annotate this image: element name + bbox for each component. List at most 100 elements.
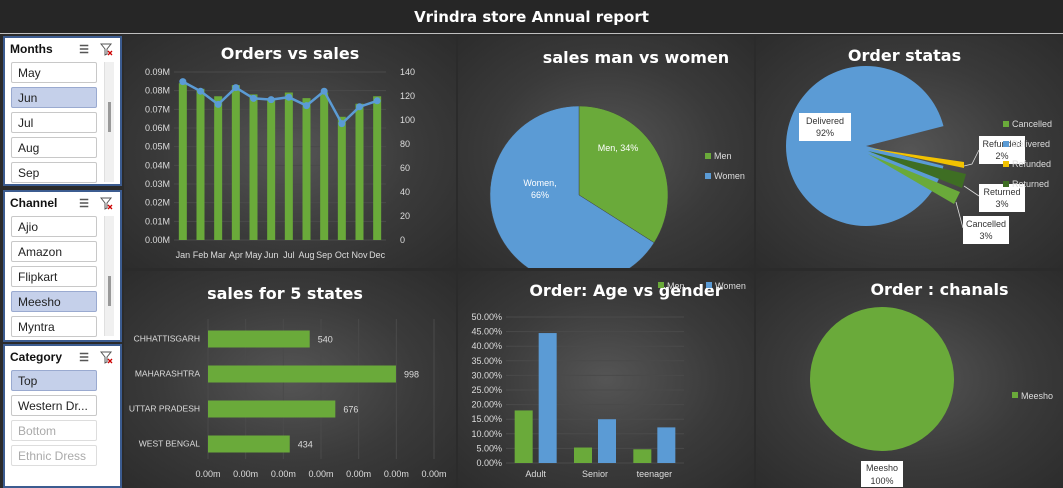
slicer-item-bottom[interactable]: Bottom [11, 420, 97, 441]
slicer-item-top[interactable]: Top [11, 370, 97, 391]
state-bar [208, 435, 290, 453]
data-label-box [963, 216, 1009, 244]
x-tick-label: 0.00m [308, 469, 333, 479]
order-channels-plot: Meesho 100% Meesho [810, 307, 1053, 487]
legend-swatch [705, 173, 711, 179]
pie-slice-cancelled [868, 154, 960, 204]
x-tick-label: Nov [351, 250, 368, 260]
x-tick-label: 0.00m [384, 469, 409, 479]
pie-slice-refunded [868, 148, 964, 168]
leader-line [963, 185, 980, 197]
slicer-item-aug[interactable]: Aug [11, 137, 97, 158]
leader-line [955, 201, 964, 229]
category-slicer: Category ☰ Top Western Dr... Bottom Ethnic … [3, 344, 122, 488]
slicer-item-jul[interactable]: Jul [11, 112, 97, 133]
slicer-item-jun[interactable]: Jun [11, 87, 97, 108]
orders-vs-sales-chart[interactable]: Orders vs sales 0.00M 0.01M 0.02M 0.03M 0.04… [124, 36, 456, 268]
x-tick-label: Sep [316, 250, 332, 260]
slicer-item-myntra[interactable]: Myntra [11, 316, 97, 337]
age-gender-bar [657, 427, 676, 463]
x-tick-label: teenager [637, 469, 673, 479]
report-title: Vrindra store Annual report [0, 0, 1063, 34]
legend-label: Cancelled [1012, 119, 1052, 129]
category-slicer-title: Category [10, 350, 63, 364]
data-label-box [861, 461, 903, 487]
slicer-item-western-dr[interactable]: Western Dr... [11, 395, 97, 416]
y-tick-label: 5.00% [476, 443, 502, 453]
x-tick-label: Oct [335, 250, 350, 260]
y-tick-label: 0.05M [145, 142, 170, 152]
legend-swatch [1003, 121, 1009, 127]
chart-title: sales man vs women [542, 48, 730, 67]
y-tick-label: 10.00% [471, 429, 502, 439]
sales-bar [214, 96, 223, 240]
legend-label: Men [714, 151, 732, 161]
multi-select-icon[interactable]: ☰ [79, 43, 89, 56]
data-label: Cancelled [966, 219, 1006, 229]
orders-point [356, 103, 363, 111]
order-channels-chart[interactable]: Order : chanals Meesho 100% Meesho [756, 271, 1063, 488]
data-label: 92% [816, 128, 834, 138]
pie-slice-returned [868, 151, 966, 188]
sales-bar [284, 92, 293, 241]
x-tick-label: Apr [229, 250, 243, 260]
age-vs-gender-chart[interactable]: Order: Age vs gender 0.00% 5.00% 10.00% 15.… [458, 271, 754, 488]
order-status-plot: Delivered 92% Refunded 2% Returned 3% Cancelle… [786, 65, 1052, 244]
order-status-chart[interactable]: Order statas Delivered 92% Refunded 2% Retur… [756, 36, 1063, 268]
data-label-box [799, 113, 851, 141]
clear-filter-icon[interactable] [98, 195, 114, 211]
orders-point [214, 100, 222, 108]
y-tick-label: 0.00M [145, 235, 170, 245]
slice-label: Women, [523, 178, 556, 188]
slicer-item-ajio[interactable]: Ajio [11, 216, 97, 237]
slicer-item-meesho[interactable]: Meesho [11, 291, 97, 312]
y-tick-label: 20.00% [471, 400, 502, 410]
clear-filter-icon[interactable] [98, 349, 114, 365]
slicer-item-flipkart[interactable]: Flipkart [11, 266, 97, 287]
age-gender-bar [574, 447, 592, 463]
age-gender-bar [633, 449, 652, 463]
y-tick-label: 35.00% [471, 356, 502, 366]
chart-title: Order: Age vs gender [529, 281, 723, 300]
channel-slicer-title: Channel [10, 196, 58, 210]
legend-swatch [1003, 181, 1009, 187]
y-tick-label: 25.00% [471, 385, 502, 395]
slice-label: 66% [531, 190, 549, 200]
slicer-item-may[interactable]: May [11, 62, 97, 83]
orders-line [182, 80, 378, 126]
y-tick-label: 0.03M [145, 179, 170, 189]
chart-title: Order : chanals [870, 280, 1009, 299]
pie-slice-meesho [810, 307, 954, 451]
legend-swatch [705, 153, 711, 159]
slicer-scrollbar[interactable] [104, 62, 114, 182]
data-label: Refunded [982, 139, 1021, 149]
chart-title: Orders vs sales [220, 44, 360, 63]
x-tick-label: Aug [298, 250, 314, 260]
sales-bar [231, 85, 240, 240]
y2-tick-label: 0 [400, 235, 405, 245]
sales-bar [320, 92, 329, 241]
y-tick-label: 0.02M [145, 198, 170, 208]
clear-filter-icon[interactable] [98, 41, 114, 57]
x-tick-label: Mar [210, 250, 226, 260]
x-tick-label: 0.00m [195, 469, 220, 479]
sales-men-women-chart[interactable]: sales man vs women Men, 34% Women, 66% Men W… [458, 36, 754, 268]
age-gender-bar [598, 419, 616, 463]
y2-tick-label: 80 [400, 139, 410, 149]
slicer-item-amazon[interactable]: Amazon [11, 241, 97, 262]
multi-select-icon[interactable]: ☰ [79, 197, 89, 210]
y-tick-label: 0.06M [145, 123, 170, 133]
sales-bar [249, 94, 258, 241]
y-tick-label: 40.00% [471, 341, 502, 351]
scrollbar-thumb[interactable] [108, 276, 111, 306]
orders-point [285, 93, 293, 101]
scrollbar-thumb[interactable] [108, 102, 111, 132]
data-label: 100% [870, 476, 893, 486]
sales-5-states-chart[interactable]: sales for 5 states 0.00m 0.00m 0.00m 0.00m 0… [124, 271, 456, 488]
multi-select-icon[interactable]: ☰ [79, 351, 89, 364]
legend-swatch [1003, 141, 1009, 147]
slicer-item-sep[interactable]: Sep [11, 162, 97, 183]
slicer-scrollbar[interactable] [104, 216, 114, 336]
age-gender-bar [538, 333, 557, 463]
slicer-item-ethnic-dress[interactable]: Ethnic Dress [11, 445, 97, 466]
